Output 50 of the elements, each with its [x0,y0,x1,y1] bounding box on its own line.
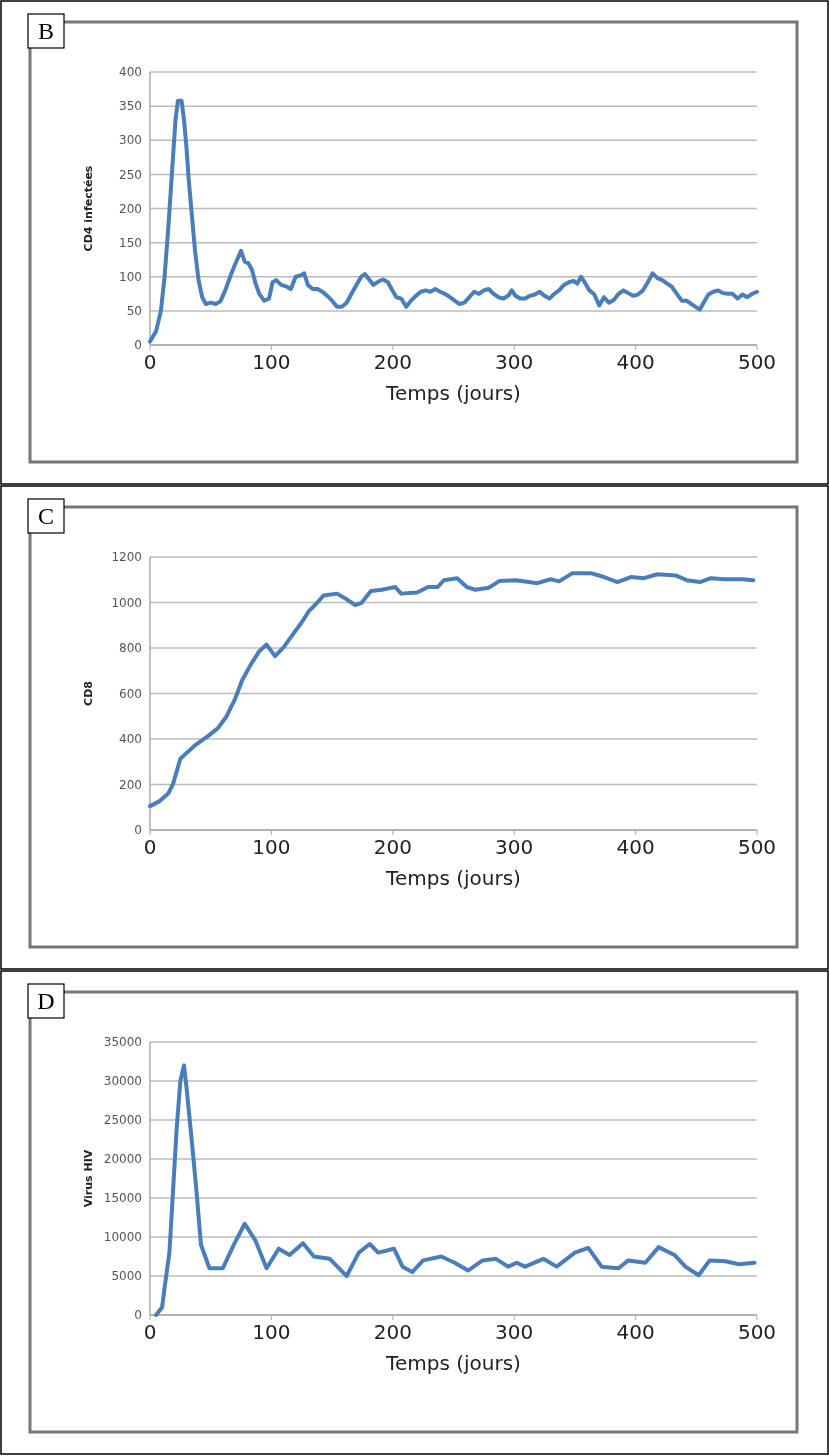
y-tick-label: 600 [119,686,142,701]
line-series [154,1063,757,1317]
y-tick-label: 1000 [111,595,142,610]
x-tick-label: 500 [737,350,777,374]
x-axis-title: Temps (jours) [385,381,521,405]
chart-title: D [37,988,55,1014]
y-axis-title: Virus HIV [82,1149,95,1208]
y-tick-label: 400 [119,732,142,747]
y-tick-label: 25000 [103,1113,142,1128]
x-tick-label: 100 [252,835,291,859]
y-tick-label: 800 [119,641,142,656]
y-tick-label: 200 [119,777,142,792]
x-tick-label: 400 [616,350,655,374]
x-tick-label: 300 [495,835,534,859]
y-tick-label: 50 [126,304,142,319]
x-tick-label: 100 [252,1320,291,1344]
line-series [148,571,756,809]
y-tick-label: 350 [119,99,142,114]
x-tick-label: 100 [252,350,291,374]
y-tick-label: 10000 [103,1230,142,1245]
y-axis-title: CD8 [82,681,95,706]
x-tick-label: 200 [373,350,412,374]
y-axis-title: CD4 infectées [82,165,95,252]
y-tick-label: 250 [119,167,142,182]
x-tick-label: 400 [616,835,655,859]
x-tick-label: 500 [737,835,777,859]
x-tick-label: 200 [373,1320,412,1344]
x-tick-label: 300 [495,1320,534,1344]
y-tick-label: 20000 [103,1152,142,1167]
y-tick-label: 0 [134,823,142,838]
y-tick-label: 100 [119,269,142,284]
y-tick-label: 0 [134,1308,142,1323]
chart-title: B [37,18,55,44]
y-tick-label: 1200 [111,550,142,565]
x-tick-label: 200 [373,835,412,859]
y-tick-label: 400 [119,65,142,80]
y-tick-label: 150 [119,235,142,250]
y-tick-label: 30000 [103,1074,142,1089]
x-tick-label: 400 [616,1320,655,1344]
x-axis-title: Temps (jours) [385,1351,521,1375]
x-tick-label: 300 [495,350,534,374]
y-tick-label: 5000 [111,1269,142,1284]
x-axis-title: Temps (jours) [385,866,521,890]
y-tick-label: 0 [134,338,142,353]
x-tick-label: 500 [737,1320,777,1344]
y-tick-label: 35000 [103,1035,142,1050]
y-tick-label: 15000 [103,1191,142,1206]
chart-title: C [37,503,55,529]
y-tick-label: 300 [119,133,142,148]
y-tick-label: 200 [119,201,142,216]
